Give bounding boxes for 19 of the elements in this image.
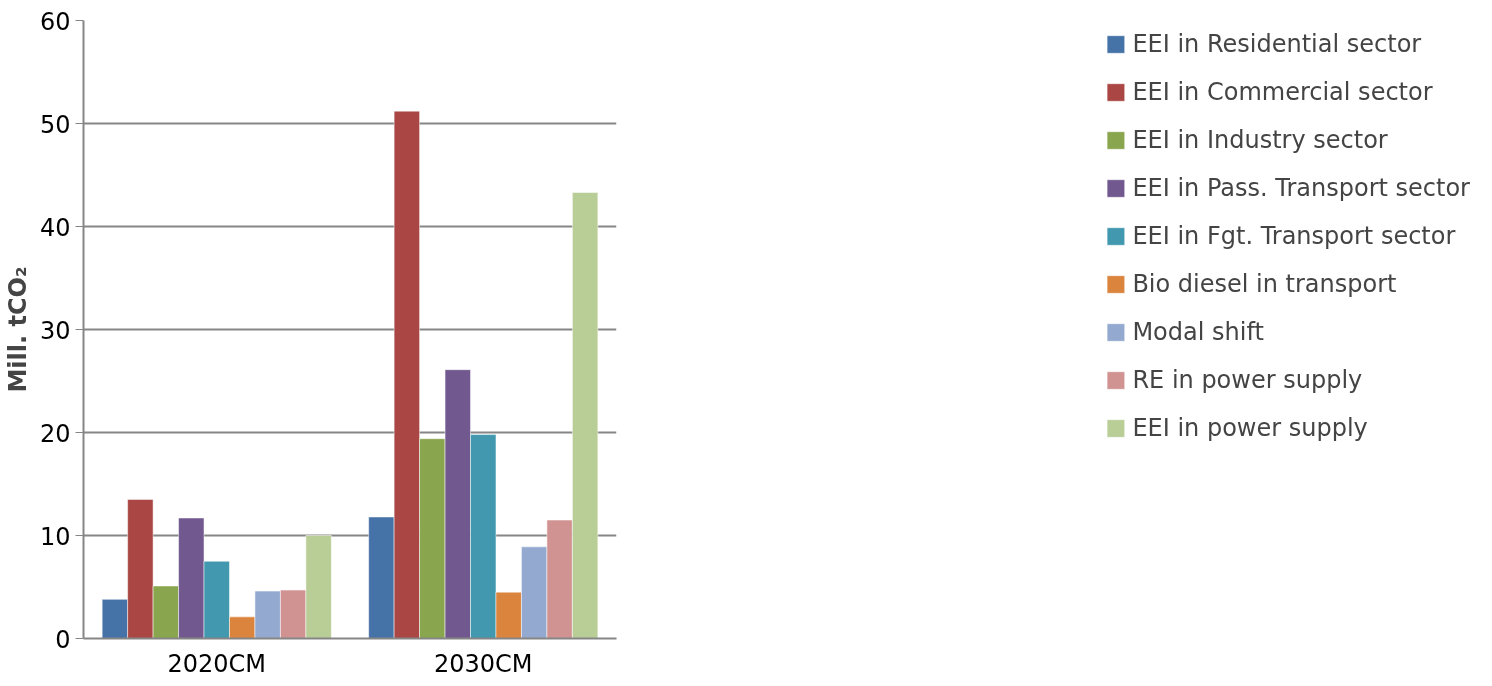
legend-label: EEI in Pass. Transport sector — [1132, 174, 1470, 202]
legend-label: Modal shift — [1132, 318, 1264, 346]
y-tick-label: 20 — [39, 419, 71, 448]
legend-label: Bio diesel in transport — [1132, 270, 1397, 298]
y-tick-label: 50 — [39, 110, 71, 139]
x-tick-label: 2030CM — [433, 649, 533, 678]
x-tick-label: 2020CM — [167, 649, 267, 678]
legend-label: EEI in Fgt. Transport sector — [1132, 222, 1456, 250]
y-tick-label: 0 — [55, 625, 71, 654]
legend-label: EEI in Commercial sector — [1132, 78, 1433, 106]
y-tick-label: 60 — [39, 7, 71, 36]
y-tick-label: 10 — [39, 522, 71, 551]
legend-label: EEI in Industry sector — [1132, 126, 1388, 154]
legend-label: EEI in Residential sector — [1132, 30, 1422, 58]
legend-label: RE in power supply — [1132, 366, 1363, 394]
legend-label: EEI in power supply — [1132, 414, 1368, 442]
y-tick-label: 40 — [39, 213, 71, 242]
y-axis-title: Mill. tCO₂ — [3, 266, 32, 393]
y-tick-label: 30 — [39, 316, 71, 345]
